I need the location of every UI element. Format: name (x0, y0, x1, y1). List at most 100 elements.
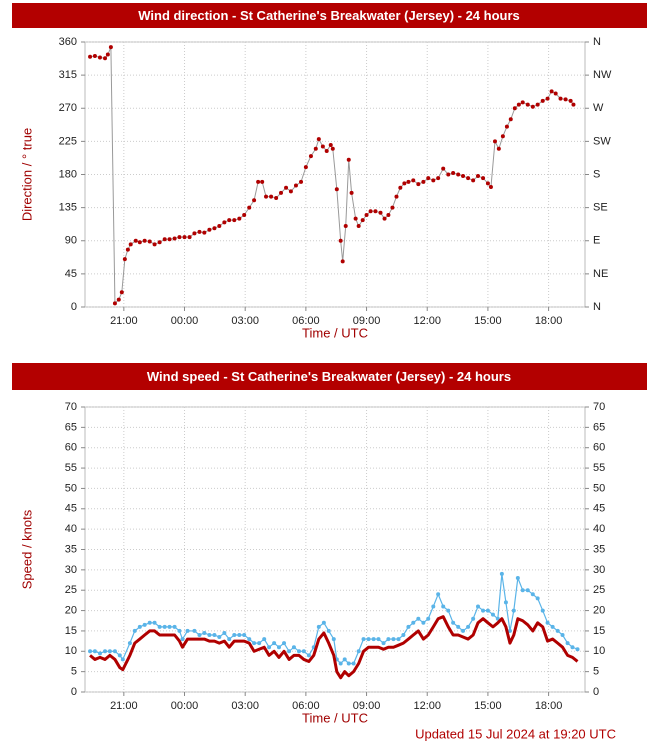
data-point (421, 179, 426, 184)
y-tick-label: 90 (65, 235, 77, 247)
data-point (303, 165, 308, 170)
data-point (137, 624, 142, 629)
data-point (351, 661, 356, 666)
y2-tick-label: 45 (593, 503, 605, 515)
data-point (108, 45, 113, 50)
data-point (391, 637, 396, 642)
data-point (217, 635, 222, 640)
data-point (456, 172, 461, 177)
data-point (481, 608, 486, 613)
data-point (496, 146, 501, 151)
data-point (381, 641, 386, 646)
data-point (451, 171, 456, 176)
data-point (398, 185, 403, 190)
series-line (89, 615, 579, 680)
y-tick-label: 0 (71, 686, 77, 698)
data-point (92, 53, 97, 58)
data-point (267, 645, 272, 650)
data-point (247, 637, 252, 642)
data-point (346, 157, 351, 162)
y-tick-label: 30 (65, 564, 77, 576)
data-point (296, 649, 301, 654)
data-point (535, 596, 540, 601)
data-point (232, 633, 237, 637)
data-point (212, 633, 217, 637)
x-axis-label: Time / UTC (302, 325, 368, 340)
data-point (291, 645, 296, 650)
data-point (343, 224, 348, 229)
y-tick-label: 60 (65, 442, 77, 454)
y2-tick-label: SE (593, 202, 608, 214)
data-point (278, 190, 283, 195)
y2-tick-label: 30 (593, 564, 605, 576)
data-point (512, 106, 517, 111)
data-point (182, 235, 187, 240)
data-point (252, 198, 257, 203)
y-tick-label: 315 (59, 69, 77, 81)
data-point (103, 56, 108, 61)
data-point (516, 102, 521, 107)
data-point (187, 235, 192, 240)
data-point (426, 616, 431, 621)
data-point (334, 187, 339, 192)
data-point (257, 641, 262, 646)
data-point (326, 628, 331, 633)
data-point (137, 240, 142, 245)
data-point (142, 622, 147, 627)
data-point (177, 628, 182, 633)
data-point (499, 571, 504, 576)
data-point (207, 227, 212, 232)
data-point (340, 259, 345, 264)
data-point (247, 205, 252, 210)
data-point (293, 183, 298, 188)
data-point (485, 181, 490, 186)
data-point (394, 194, 399, 199)
x-tick-label: 21:00 (110, 315, 138, 327)
data-point (237, 633, 242, 637)
data-point (252, 641, 257, 646)
y-tick-label: 0 (71, 301, 77, 313)
data-point (97, 55, 102, 60)
x-tick-label: 00:00 (171, 700, 199, 712)
y2-tick-label: E (593, 235, 600, 247)
data-point (376, 637, 381, 642)
y-tick-label: 70 (65, 401, 77, 413)
x-axis-label: Time / UTC (302, 710, 368, 725)
chart-title: Wind direction - St Catherine's Breakwat… (138, 8, 520, 23)
data-point (545, 96, 550, 101)
data-point (568, 98, 573, 103)
data-point (192, 628, 197, 633)
data-point (88, 54, 93, 59)
data-point (316, 624, 321, 629)
y-tick-label: 10 (65, 645, 77, 657)
y2-tick-label: 65 (593, 421, 605, 433)
data-point (237, 216, 242, 221)
data-point (386, 212, 391, 217)
data-point (328, 143, 333, 148)
data-point (207, 633, 212, 637)
data-point (272, 641, 277, 646)
data-point (119, 290, 124, 295)
data-point (525, 588, 530, 593)
data-point (147, 239, 152, 244)
data-point (441, 604, 446, 609)
data-point (306, 653, 311, 658)
data-point (406, 179, 411, 184)
y2-tick-label: N (593, 36, 601, 48)
data-point (555, 628, 560, 633)
data-point (441, 166, 446, 171)
y2-tick-label: S (593, 168, 600, 180)
data-point (330, 146, 335, 151)
data-point (476, 173, 481, 178)
data-point (172, 236, 177, 241)
data-point (575, 647, 580, 652)
data-point (321, 620, 326, 625)
data-point (525, 102, 530, 107)
data-point (416, 616, 421, 621)
data-point (132, 628, 137, 633)
data-point (276, 645, 281, 650)
x-tick-label: 12:00 (413, 700, 441, 712)
data-point (308, 154, 313, 159)
data-point (481, 176, 486, 181)
data-point (471, 178, 476, 183)
